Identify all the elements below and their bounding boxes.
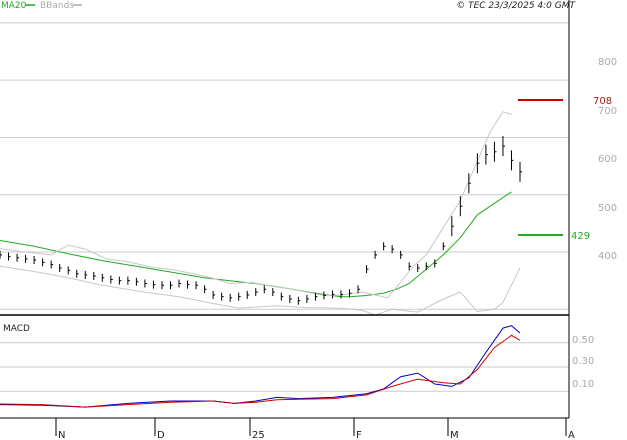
- date-tick-f: F: [356, 430, 362, 440]
- series-layer: [0, 111, 521, 408]
- date-axis: N D 25 F M A: [55, 418, 575, 440]
- date-tick-25: 25: [252, 430, 265, 440]
- macd-tick-030: 0.30: [572, 356, 594, 367]
- price-tick-400: 400: [598, 251, 617, 262]
- legend-ma20: MA20: [1, 1, 27, 11]
- price-tick-800: 800: [598, 57, 617, 68]
- bband-upper-line: [0, 111, 512, 299]
- ma20-line: [0, 191, 512, 298]
- date-tick-a: A: [568, 430, 575, 440]
- price-bars: [0, 136, 522, 305]
- macd-tick-010: 0.10: [572, 379, 594, 390]
- macd-signal-line: [0, 334, 521, 408]
- level-label-708: 708: [593, 96, 612, 107]
- legend-bbands: BBands: [40, 1, 74, 11]
- macd-tick-050: 0.50: [572, 335, 594, 346]
- date-tick-d: D: [157, 430, 165, 440]
- copyright-text: © TEC 23/3/2025 4:0 GMT: [456, 1, 576, 11]
- grid: [0, 22, 569, 392]
- bband-lower-line: [0, 265, 521, 316]
- price-tick-500: 500: [598, 203, 617, 214]
- legend: MA20 BBands: [1, 1, 82, 11]
- price-tick-600: 600: [598, 154, 617, 165]
- macd-line: [0, 325, 521, 408]
- date-tick-m: M: [450, 430, 459, 440]
- macd-label: MACD: [3, 324, 30, 334]
- price-tick-700: 700: [598, 106, 617, 117]
- date-tick-n: N: [58, 430, 65, 440]
- level-label-429: 429: [571, 231, 590, 242]
